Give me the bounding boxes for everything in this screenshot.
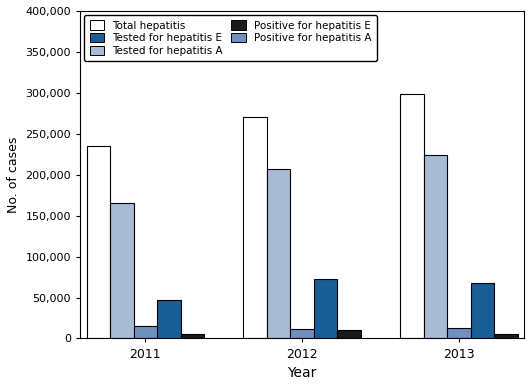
Bar	[314, 279, 337, 339]
X-axis label: Year: Year	[287, 366, 317, 380]
Bar	[290, 329, 314, 339]
Bar	[400, 94, 424, 339]
Bar	[424, 155, 447, 339]
Bar	[337, 330, 361, 339]
Legend: Total hepatitis, Tested for hepatitis E, Tested for hepatitis A, Positive for he: Total hepatitis, Tested for hepatitis E,…	[84, 15, 377, 62]
Bar	[267, 169, 290, 339]
Bar	[110, 203, 134, 339]
Bar	[87, 146, 110, 339]
Bar	[134, 326, 157, 339]
Bar	[243, 116, 267, 339]
Bar	[447, 328, 470, 339]
Bar	[494, 334, 518, 339]
Bar	[470, 283, 494, 339]
Bar	[181, 334, 204, 339]
Bar	[157, 300, 181, 339]
Y-axis label: No. of cases: No. of cases	[7, 137, 20, 213]
